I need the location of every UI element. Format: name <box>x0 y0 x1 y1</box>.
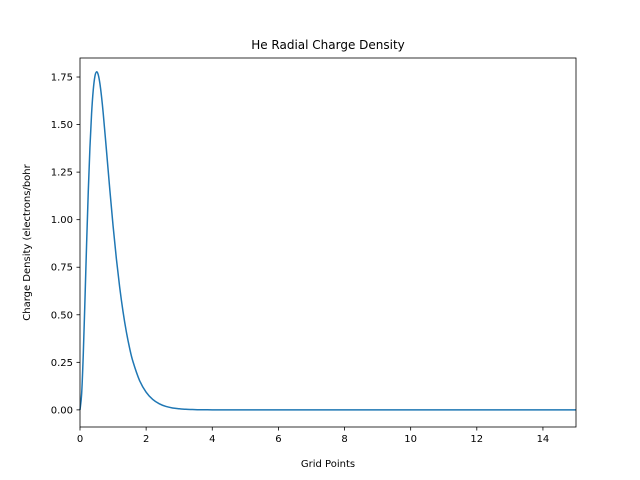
x-tick-label: 2 <box>143 434 149 445</box>
chart-title: He Radial Charge Density <box>251 38 405 52</box>
x-tick-label: 10 <box>404 434 417 445</box>
x-tick-label: 6 <box>275 434 281 445</box>
x-tick-label: 14 <box>537 434 550 445</box>
plot-frame <box>79 57 577 428</box>
y-tick-label: 0.00 <box>51 405 73 416</box>
y-tick-label: 0.75 <box>51 263 73 274</box>
y-tick-label: 1.50 <box>51 120 73 131</box>
x-tick-label: 0 <box>77 434 83 445</box>
y-ticks: 0.00 0.25 0.50 0.75 1.00 1.25 1.50 1.75 <box>51 73 80 416</box>
plot-area <box>80 58 576 427</box>
y-tick-label: 1.00 <box>51 215 73 226</box>
y-axis-label: Charge Density (electrons/bohr <box>22 163 33 320</box>
y-tick-label: 0.25 <box>51 358 73 369</box>
line-layer <box>79 71 576 411</box>
series-line <box>79 71 576 411</box>
x-axis-label: Grid Points <box>301 459 355 470</box>
x-tick-label: 8 <box>341 434 347 445</box>
x-ticks: 0 2 4 6 8 10 12 14 <box>77 427 549 445</box>
y-tick-label: 1.75 <box>51 73 73 84</box>
x-tick-label: 12 <box>470 434 483 445</box>
x-tick-label: 4 <box>209 434 215 445</box>
y-tick-label: 0.50 <box>51 310 73 321</box>
y-tick-label: 1.25 <box>51 168 73 179</box>
